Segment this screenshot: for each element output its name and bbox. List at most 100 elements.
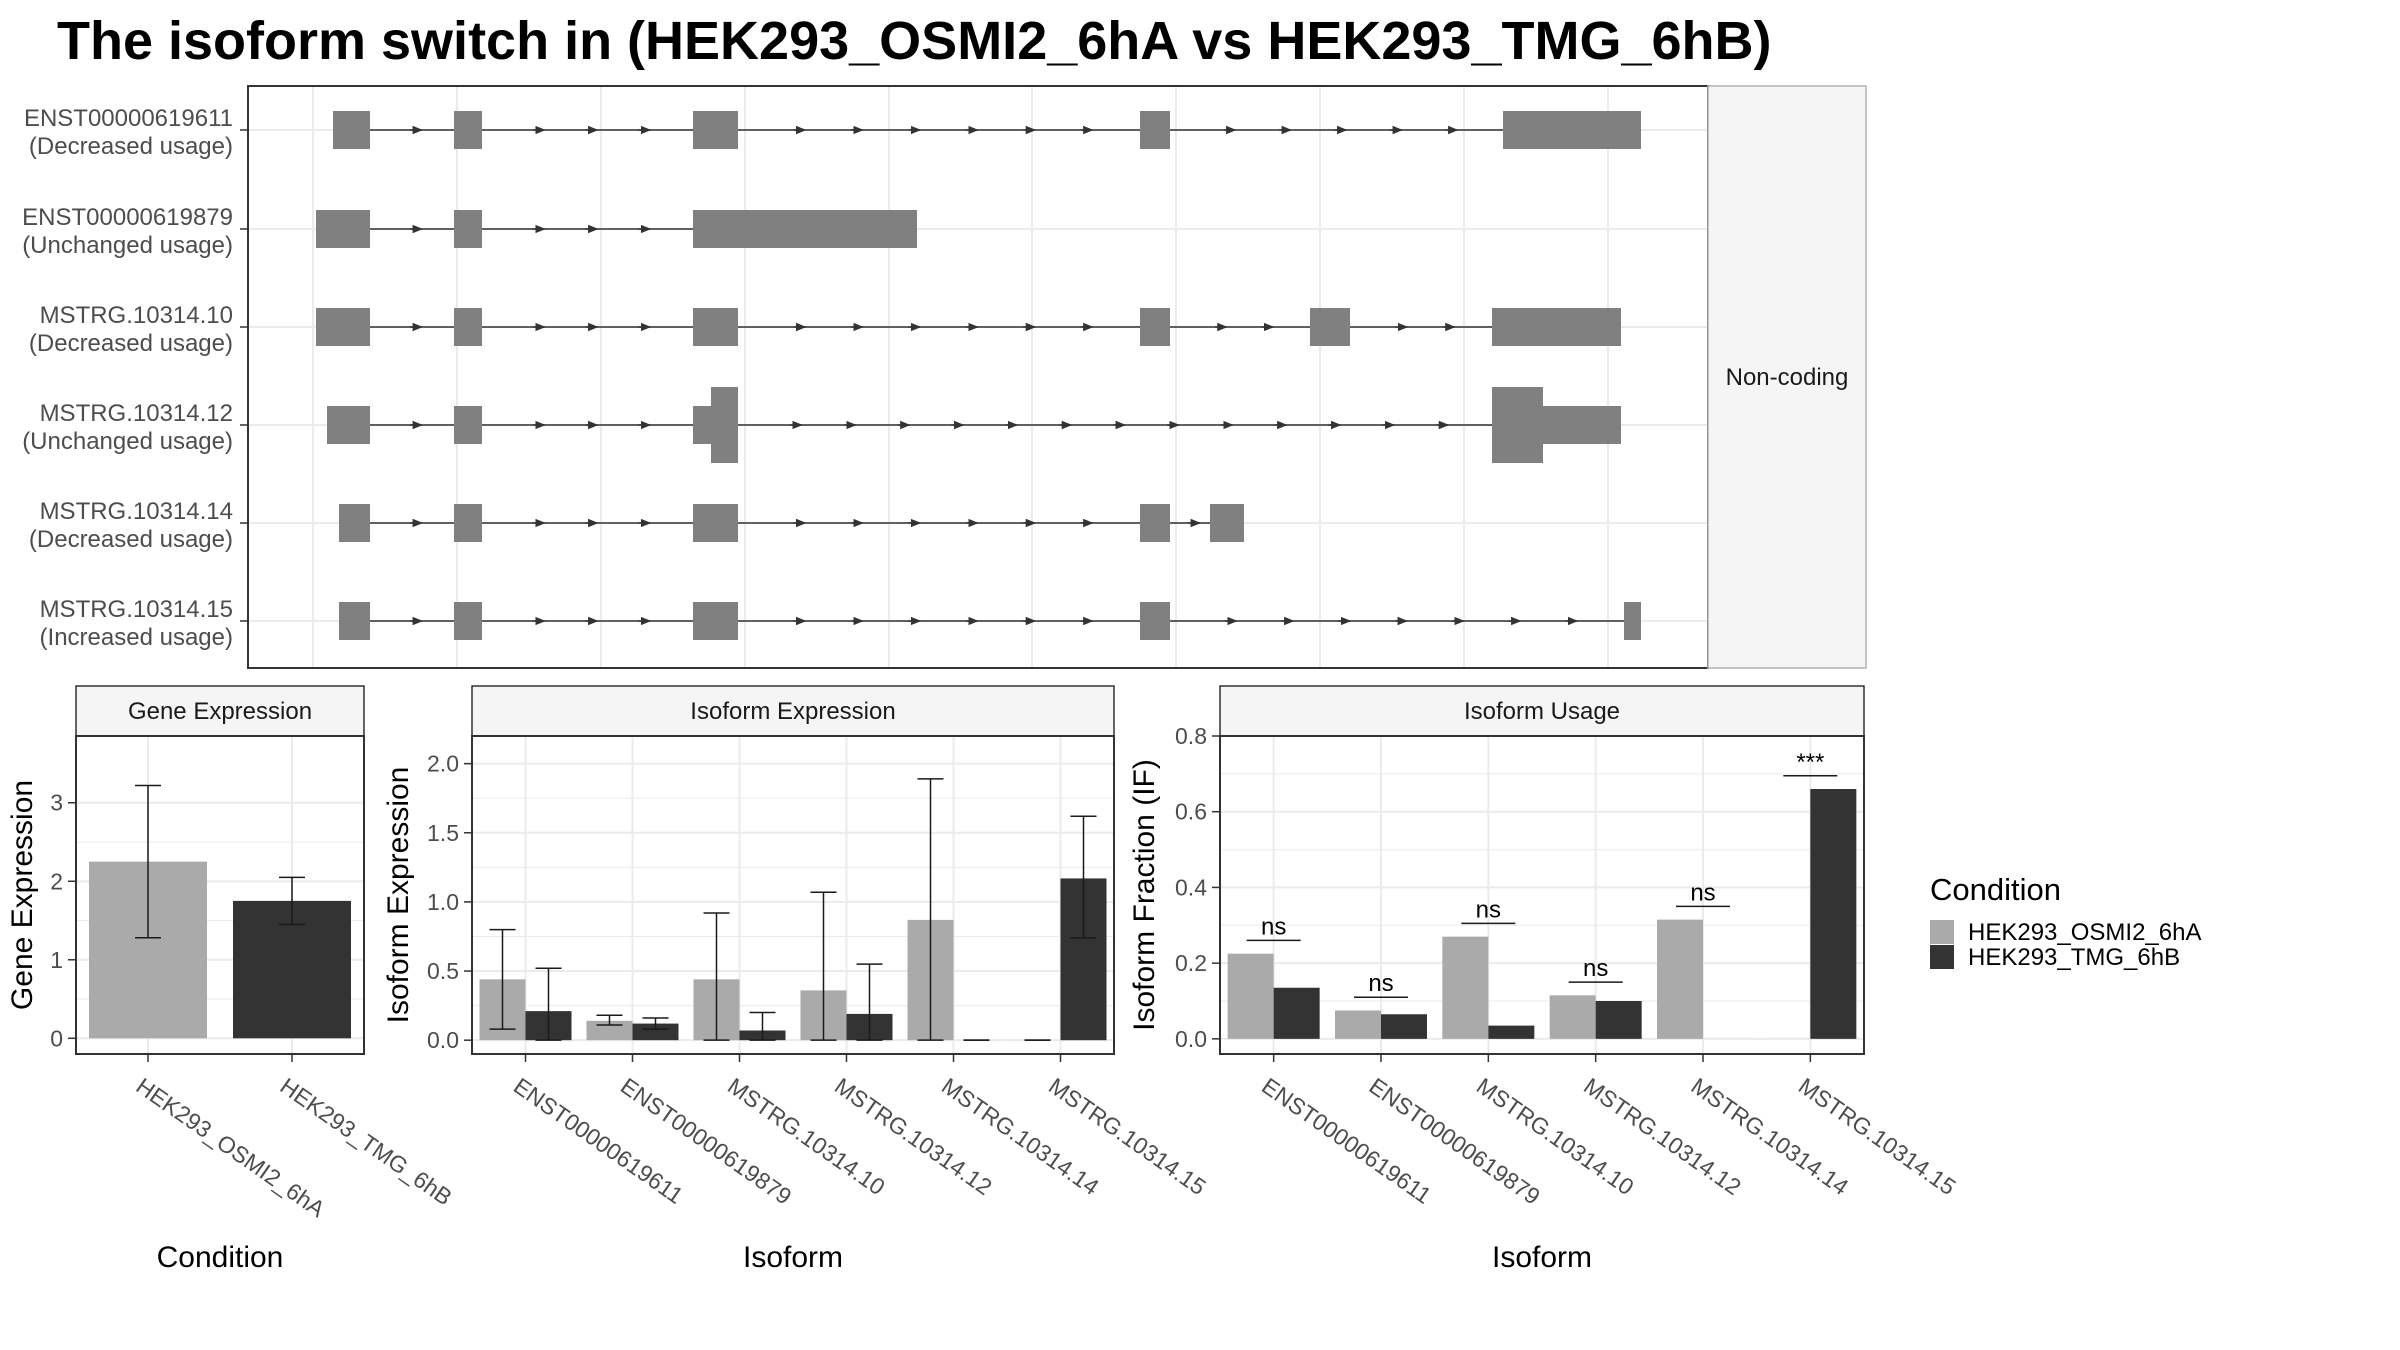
transcript-label: MSTRG.10314.15 (Increased usage) bbox=[40, 596, 233, 651]
exon-block bbox=[1140, 308, 1170, 346]
transcript-usage: (Decreased usage) bbox=[29, 133, 233, 160]
y-tick-label: 1.0 bbox=[427, 889, 459, 915]
exon-block bbox=[693, 111, 738, 149]
exon-block bbox=[711, 387, 738, 463]
bar-HEK293_OSMI2_6hA-ENST00000619879 bbox=[1335, 1010, 1381, 1039]
exon-block bbox=[316, 308, 370, 346]
y-tick-label: 0.6 bbox=[1175, 799, 1207, 825]
exon-block bbox=[693, 210, 917, 248]
exon-block bbox=[1310, 308, 1350, 346]
significance-label: ns bbox=[1368, 970, 1393, 997]
structure-panel-border bbox=[247, 85, 1709, 669]
exon-block bbox=[1140, 111, 1170, 149]
exon-block bbox=[454, 210, 482, 248]
y-axis-title: Isoform Fraction (IF) bbox=[1128, 759, 1161, 1031]
legend-swatch bbox=[1930, 920, 1954, 944]
y-tick-label: 0.4 bbox=[1175, 874, 1207, 900]
exon-block bbox=[1543, 406, 1621, 444]
transcript-label: ENST00000619879 (Unchanged usage) bbox=[22, 204, 233, 259]
bar-HEK293_OSMI2_6hA-MSTRG.10314.10 bbox=[1442, 936, 1489, 1039]
exon-block bbox=[693, 308, 738, 346]
exon-block bbox=[1624, 602, 1641, 640]
y-axis-title: Isoform Expression bbox=[382, 767, 415, 1024]
exon-block bbox=[327, 406, 370, 444]
exon-block bbox=[1140, 602, 1170, 640]
transcript-label: MSTRG.10314.12 (Unchanged usage) bbox=[22, 400, 233, 455]
panel-strip bbox=[471, 685, 1115, 737]
bar-HEK293_TMG_6hB-MSTRG.10314.15 bbox=[1810, 789, 1857, 1039]
transcript-label: ENST00000619611 (Decreased usage) bbox=[24, 105, 233, 160]
panel-strip bbox=[75, 685, 365, 737]
y-tick-label: 0.0 bbox=[1175, 1026, 1207, 1052]
x-tick-label: ENST00000619879 bbox=[616, 1073, 796, 1210]
transcript-usage: (Unchanged usage) bbox=[22, 428, 233, 455]
y-tick-label: 0 bbox=[50, 1025, 63, 1051]
significance-label: ns bbox=[1476, 896, 1501, 923]
panel-strip-title: Isoform Expression bbox=[690, 698, 895, 725]
transcript-id: MSTRG.10314.14 bbox=[40, 498, 233, 525]
significance-label: *** bbox=[1796, 749, 1824, 776]
structure-strip-label: Non-coding bbox=[1726, 364, 1849, 391]
panel-strip-title: Isoform Usage bbox=[1464, 698, 1620, 725]
figure-title: The isoform switch in (HEK293_OSMI2_6hA … bbox=[57, 11, 1772, 71]
panel-strip-title: Gene Expression bbox=[128, 698, 312, 725]
transcript-id: ENST00000619611 bbox=[24, 105, 233, 132]
exon-block bbox=[454, 308, 482, 346]
exon-block bbox=[454, 504, 482, 542]
x-tick-label: ENST00000619879 bbox=[1364, 1073, 1544, 1210]
exon-block bbox=[693, 504, 738, 542]
bar-HEK293_TMG_6hB-ENST00000619611 bbox=[1273, 987, 1320, 1039]
bar-HEK293_TMG_6hB-ENST00000619879 bbox=[632, 1023, 679, 1041]
panel-border bbox=[75, 735, 365, 1055]
bar-HEK293_OSMI2_6hA-MSTRG.10314.12 bbox=[1549, 995, 1596, 1039]
legend-label: HEK293_TMG_6hB bbox=[1968, 944, 2180, 971]
exon-block bbox=[1492, 387, 1543, 463]
y-tick-label: 0.8 bbox=[1175, 723, 1207, 749]
exon-block bbox=[316, 210, 370, 248]
transcript-usage: (Decreased usage) bbox=[29, 330, 233, 357]
exon-block bbox=[693, 602, 738, 640]
structure-strip bbox=[1707, 85, 1867, 669]
exon-block bbox=[693, 406, 711, 444]
legend-swatch bbox=[1930, 945, 1954, 969]
isoform-usage-panel: Isoform Usage ns ns ns ns ns *** 0.0 0.2 0.4 0.6 0.… bbox=[1128, 685, 1961, 1274]
exon-block bbox=[333, 111, 370, 149]
exon-block bbox=[1492, 308, 1621, 346]
transcript-id: ENST00000619879 bbox=[22, 204, 233, 231]
bar-HEK293_OSMI2_6hA-MSTRG.10314.14 bbox=[1657, 919, 1703, 1039]
x-axis-title: Isoform bbox=[743, 1241, 843, 1274]
x-axis-title: Isoform bbox=[1492, 1241, 1592, 1274]
panel-border bbox=[1219, 735, 1865, 1055]
y-tick-label: 1 bbox=[50, 947, 63, 973]
significance-label: ns bbox=[1690, 879, 1715, 906]
y-tick-label: 2 bbox=[50, 868, 63, 894]
transcript-id: MSTRG.10314.15 bbox=[40, 596, 233, 623]
panel-strip bbox=[1219, 685, 1865, 737]
transcript-usage: (Unchanged usage) bbox=[22, 232, 233, 259]
transcript-label: MSTRG.10314.14 (Decreased usage) bbox=[29, 498, 233, 553]
significance-label: ns bbox=[1583, 955, 1608, 982]
bar-HEK293_TMG_6hB-MSTRG.10314.10 bbox=[1488, 1025, 1535, 1039]
x-axis-title: Condition bbox=[157, 1241, 284, 1274]
y-tick-label: 0.5 bbox=[427, 958, 459, 984]
bar-HEK293_OSMI2_6hA-ENST00000619611 bbox=[1227, 953, 1274, 1039]
transcript-label: MSTRG.10314.10 (Decreased usage) bbox=[29, 302, 233, 357]
significance-label: ns bbox=[1261, 913, 1286, 940]
exon-block bbox=[1140, 504, 1170, 542]
transcript-id: MSTRG.10314.10 bbox=[40, 302, 233, 329]
exon-block bbox=[339, 504, 370, 542]
y-tick-label: 1.5 bbox=[427, 820, 459, 846]
legend-label: HEK293_OSMI2_6hA bbox=[1968, 919, 2201, 946]
bar-HEK293_TMG_6hB-ENST00000619879 bbox=[1381, 1014, 1427, 1039]
exon-block bbox=[454, 406, 482, 444]
exon-block bbox=[339, 602, 370, 640]
exon-block bbox=[1210, 504, 1244, 542]
panel-border bbox=[471, 735, 1115, 1055]
transcript-id: MSTRG.10314.12 bbox=[40, 400, 233, 427]
y-tick-label: 0.0 bbox=[427, 1027, 459, 1053]
y-tick-label: 3 bbox=[50, 790, 63, 816]
y-tick-label: 0.2 bbox=[1175, 950, 1207, 976]
